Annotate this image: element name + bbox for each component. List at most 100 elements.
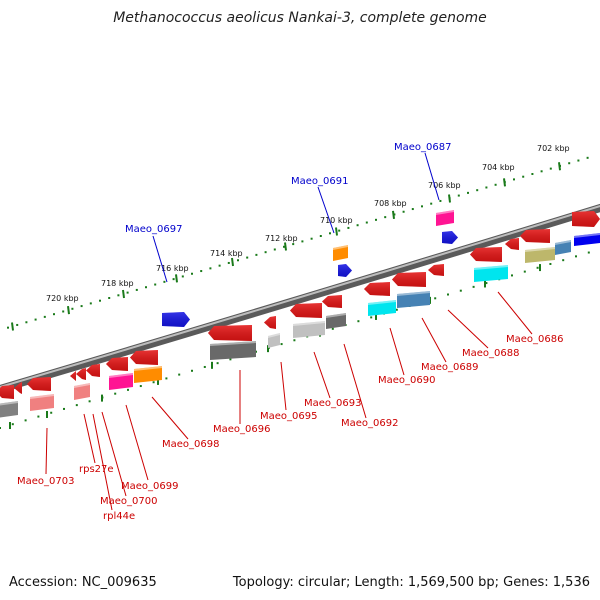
scale-dot-inner — [0, 427, 1, 429]
scale-dot — [145, 286, 147, 289]
reverse-gene-label: Maeo_0686 — [506, 334, 563, 345]
genome-backbone — [0, 203, 600, 394]
scale-dot — [25, 321, 28, 324]
scale-label: 718 kbp — [101, 279, 134, 288]
scale-major-tick — [335, 227, 338, 236]
scale-major-tick — [122, 289, 125, 299]
scale-dot-inner — [229, 358, 232, 361]
reverse-gene — [364, 282, 390, 296]
cog-box — [109, 373, 133, 390]
scale-major-tick — [67, 305, 70, 315]
scale-major-tick — [448, 194, 451, 203]
scale-dot — [586, 156, 589, 159]
gene-features — [0, 210, 600, 418]
scale-dot — [494, 183, 497, 186]
reverse-gene — [428, 264, 444, 276]
leader-line — [101, 411, 127, 497]
scale-dot-inner — [472, 285, 475, 288]
scale-dot-inner — [280, 343, 283, 346]
reverse-gene — [520, 229, 550, 243]
scale-dot-inner — [447, 293, 449, 296]
scale-dot-inner — [293, 339, 296, 342]
scale-dot — [200, 270, 203, 273]
scale-dot — [7, 326, 9, 329]
reverse-gene-label: Maeo_0692 — [341, 418, 398, 429]
cog-box — [74, 383, 90, 400]
scale-major-tick — [392, 210, 395, 219]
leader-line — [92, 413, 113, 511]
reverse-gene — [14, 382, 22, 394]
gene-labels: Maeo_0687 Maeo_0691 Maeo_0697 Maeo_0686 Maeo… — [17, 142, 563, 522]
leader-line — [280, 361, 287, 411]
cog-box — [326, 313, 346, 329]
scale-dot — [384, 216, 387, 219]
leader-line — [424, 152, 440, 201]
cog-box — [268, 333, 280, 348]
forward-gene-maeo-0697 — [162, 312, 190, 327]
scale-major-tick — [284, 242, 287, 251]
scale-dot — [467, 191, 469, 194]
reverse-gene-label: rpl44e — [103, 511, 135, 522]
scale-label: 706 kbp — [428, 181, 461, 190]
reverse-gene-label: Maeo_0689 — [421, 362, 478, 373]
scale-dot — [209, 267, 212, 270]
reverse-gene-label: Maeo_0698 — [162, 439, 219, 450]
scale-dot — [53, 313, 55, 316]
scale-dot — [283, 245, 285, 248]
scale-label: 712 kbp — [265, 234, 298, 243]
reverse-gene — [264, 316, 276, 329]
cog-box — [474, 265, 508, 282]
scale-dot-inner — [536, 266, 539, 269]
cog-box — [397, 291, 430, 308]
scale-dot — [439, 199, 442, 202]
reverse-gene-label: Maeo_0700 — [100, 496, 157, 507]
scale-dot-inner — [357, 320, 360, 323]
scale-dot — [457, 194, 460, 197]
scale-dot — [273, 248, 276, 251]
scale-dot — [292, 243, 295, 246]
scale-dot-inner — [152, 381, 155, 384]
reverse-gene — [290, 303, 322, 318]
scale-label: 716 kbp — [156, 264, 189, 273]
leader-line — [125, 404, 149, 481]
scale-dot — [485, 186, 488, 189]
cog-box — [436, 210, 454, 226]
scale-dot-inner — [37, 415, 40, 418]
scale-dot-inner — [575, 255, 577, 258]
leader-line — [343, 343, 367, 419]
scale-dot — [540, 170, 543, 173]
scale-dot-inner — [331, 327, 334, 330]
scale-dot-inner — [549, 262, 552, 265]
reverse-gene — [208, 325, 252, 341]
reverse-gene-label: Maeo_0696 — [213, 424, 270, 435]
reverse-gene-label: Maeo_0703 — [17, 476, 74, 487]
scale-dot — [568, 162, 571, 165]
scale-dot-inner — [562, 259, 565, 262]
scale-major-tick — [231, 257, 234, 267]
scale-dot — [411, 208, 414, 211]
scale-dot — [421, 205, 423, 208]
scale-dot — [264, 251, 267, 254]
reverse-gene-label: Maeo_0690 — [378, 375, 435, 386]
reverse-gene — [130, 350, 158, 365]
label-leaders — [45, 152, 533, 511]
reverse-gene-block — [572, 211, 600, 227]
leader-line — [45, 427, 48, 475]
scale-dot — [34, 318, 37, 321]
scale-dot-inner — [459, 289, 462, 292]
forward-gene-label: Maeo_0687 — [394, 142, 451, 153]
reverse-gene — [27, 377, 51, 391]
scale-dot — [126, 291, 129, 294]
scale-label: 704 kbp — [482, 163, 515, 172]
scale-dot — [43, 315, 46, 318]
scale-dot — [476, 189, 479, 192]
scale-dot — [246, 256, 249, 259]
scale-dot — [319, 235, 322, 238]
scale-dot-inner — [434, 297, 437, 300]
scale-dot — [402, 210, 405, 213]
scale-dot-inner — [203, 365, 206, 368]
genome-backbone-highlight — [0, 205, 600, 389]
scale-dot — [430, 202, 433, 205]
scale-dot — [172, 278, 175, 281]
leader-line — [313, 351, 331, 399]
